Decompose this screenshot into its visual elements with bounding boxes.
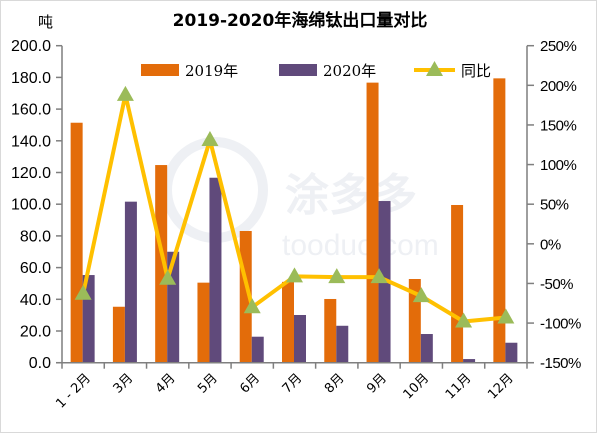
x-axis-category-label: 4月 <box>153 371 179 397</box>
bar-2020 <box>251 336 264 363</box>
right-axis-tick-label: -50% <box>540 276 573 293</box>
left-axis-tick-label: 60.0 <box>20 260 51 277</box>
right-axis-tick-label: -100% <box>540 316 581 333</box>
yoy-marker <box>412 287 430 303</box>
right-axis-tick-label: 100% <box>540 157 577 174</box>
x-axis-category-label: 6月 <box>237 371 263 397</box>
yoy-marker <box>286 267 303 283</box>
left-axis-tick-label: 20.0 <box>20 324 51 341</box>
legend-swatch-2019 <box>141 64 179 76</box>
watermark-cn: 涂多多 <box>285 170 417 221</box>
yoy-marker <box>159 269 177 285</box>
yoy-marker <box>370 268 388 284</box>
left-axis-tick-label: 140.0 <box>11 133 51 150</box>
yoy-marker <box>201 131 219 147</box>
bar-2019 <box>493 78 506 363</box>
legend-label-2020: 2020年 <box>323 62 376 80</box>
bar-2019 <box>155 165 168 363</box>
left-axis-tick-label: 100.0 <box>11 197 51 214</box>
left-axis-tick-label: 160.0 <box>11 102 51 119</box>
left-axis-tick-label: 0.0 <box>29 355 51 372</box>
left-axis-tick-label: 80.0 <box>20 228 51 245</box>
left-axis-tick-label: 200.0 <box>11 38 51 55</box>
left-axis-tick-label: 40.0 <box>20 292 51 309</box>
watermark: 涂多多 tooduo.com <box>162 137 439 262</box>
chart-title: 2019-2020年海绵钛出口量对比 <box>173 10 428 31</box>
yoy-marker <box>328 268 346 284</box>
x-axis-category-label: 1 - 2月 <box>53 371 94 412</box>
bar-2019 <box>366 82 379 363</box>
yoy-marker <box>243 298 261 314</box>
bar-2020 <box>294 314 306 363</box>
legend: 2019年 2020年 同比 <box>141 61 491 80</box>
right-axis-tick-label: 250% <box>540 38 577 55</box>
legend-marker-yoy <box>426 61 443 76</box>
yoy-marker <box>74 284 92 300</box>
bar-2020 <box>505 342 518 363</box>
yoy-line <box>74 85 515 328</box>
bar-2019 <box>112 306 125 363</box>
bar-2019 <box>70 122 83 363</box>
bar-2019 <box>282 281 294 363</box>
x-axis-category-label: 12月 <box>485 371 516 402</box>
right-axis: -150% -100% -50% 0% 50% 100% 150% 200% 250% <box>526 38 582 372</box>
legend-label-yoy: 同比 <box>461 62 491 80</box>
bar-2019 <box>197 282 210 363</box>
bar-2020 <box>336 325 349 363</box>
bar-2019 <box>451 204 464 363</box>
x-axis-category-label: 11月 <box>443 371 474 402</box>
bar-2020 <box>124 201 137 363</box>
x-axis-category-label: 8月 <box>322 371 348 397</box>
legend-swatch-2020 <box>279 64 317 76</box>
left-axis-tick-label: 180.0 <box>11 70 51 87</box>
y-axis-unit: 吨 <box>38 13 53 31</box>
yoy-marker <box>455 312 473 328</box>
right-axis-tick-label: 0% <box>540 236 561 253</box>
yoy-marker <box>116 85 134 101</box>
right-axis-tick-label: 50% <box>540 197 569 214</box>
bar-2020 <box>209 177 222 363</box>
right-axis-tick-label: 150% <box>540 117 577 134</box>
x-axis-category-label: 7月 <box>280 371 306 397</box>
right-axis-tick-label: -150% <box>540 355 581 372</box>
yoy-marker <box>497 308 515 324</box>
x-axis: 1 - 2月 3月 4月 5月 6月 7月 8月 9月 10月 11月 12月 <box>53 361 534 412</box>
left-axis-tick-label: 120.0 <box>11 165 51 182</box>
right-axis-tick-label: 200% <box>540 78 577 95</box>
bar-2019 <box>324 298 337 363</box>
watermark-en: tooduo.com <box>282 229 439 262</box>
x-axis-category-label: 5月 <box>195 371 221 397</box>
x-axis-category-label: 9月 <box>364 371 390 397</box>
left-axis: 0.0 20.0 40.0 60.0 80.0 100.0 120.0 140.0 160.0 1… <box>11 38 63 372</box>
x-axis-category-label: 10月 <box>401 371 432 402</box>
bar-2020 <box>420 334 433 363</box>
x-axis-category-label: 3月 <box>111 371 137 397</box>
bar-2020 <box>463 359 476 363</box>
legend-label-2019: 2019年 <box>185 62 238 80</box>
